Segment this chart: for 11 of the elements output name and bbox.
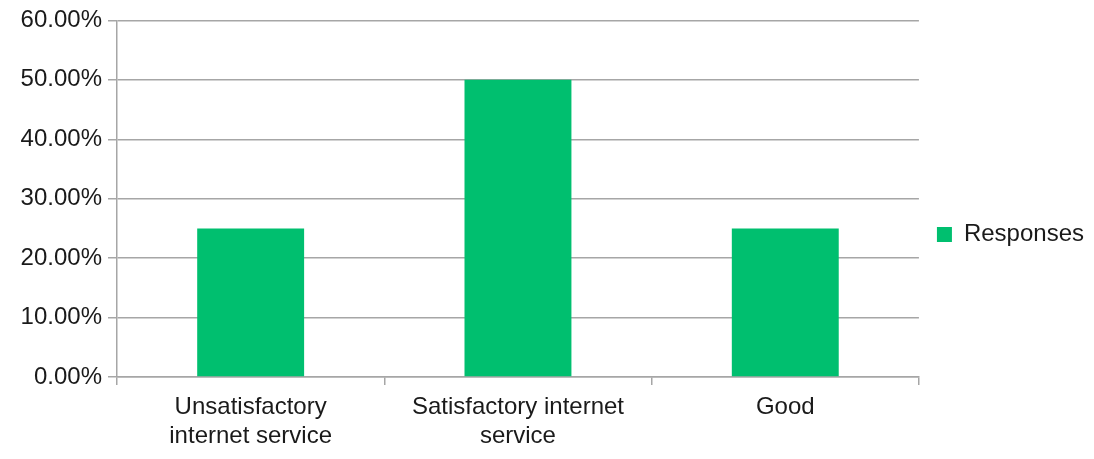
- y-tick-label: 40.00%: [20, 123, 102, 151]
- legend-label: Responses: [963, 219, 1085, 247]
- x-tick-label: Unsatisfactory internet service: [169, 392, 333, 448]
- y-tick-label: 10.00%: [20, 302, 102, 330]
- y-tick-label: 30.00%: [20, 183, 102, 211]
- y-tick-label: 50.00%: [20, 64, 102, 92]
- y-tick-label: 60.00%: [20, 5, 102, 33]
- x-tick-label: Good: [755, 392, 815, 420]
- y-tick-label: 20.00%: [20, 242, 102, 270]
- y-tick-label: 0.00%: [33, 361, 102, 389]
- x-tick-label: Satisfactory internet service: [411, 392, 625, 448]
